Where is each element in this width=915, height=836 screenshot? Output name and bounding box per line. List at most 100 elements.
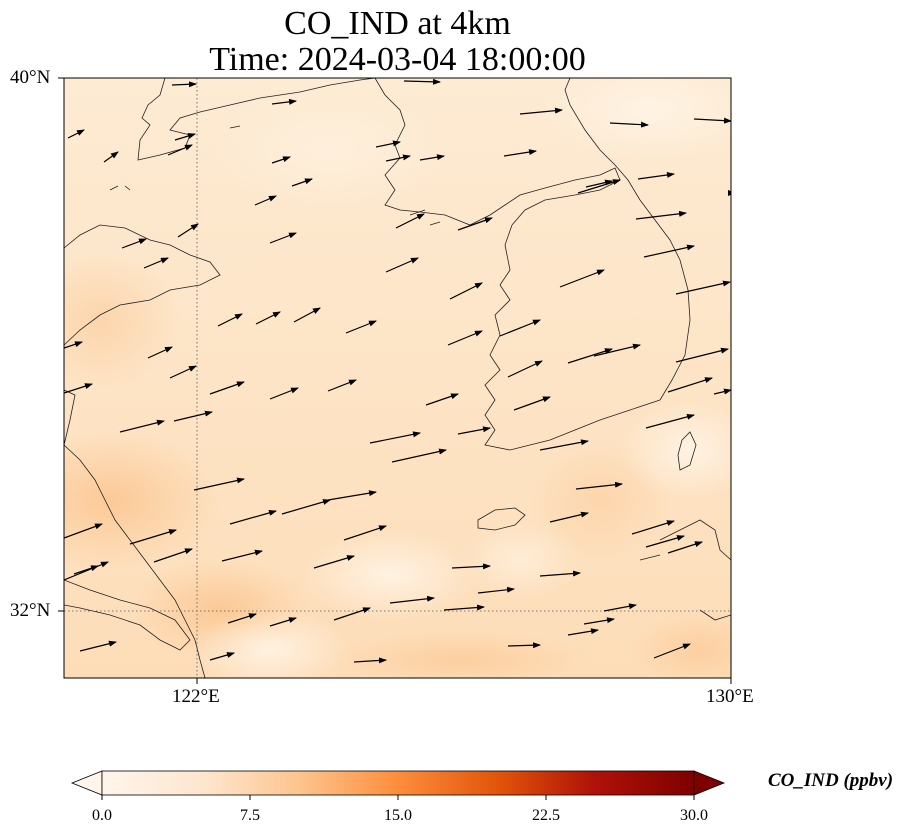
wind-arrow: [513, 396, 551, 411]
wind-arrow: [269, 232, 297, 244]
wind-arrow: [507, 642, 541, 649]
wind-arrow: [293, 307, 321, 323]
wind-arrow: [391, 448, 447, 463]
colorbar-min-extend: [70, 770, 103, 796]
concentration-shading: [64, 78, 731, 678]
coastline-korea-west: [484, 224, 661, 451]
wind-arrow: [477, 586, 515, 594]
wind-arrow: [539, 439, 589, 451]
wind-arrow: [119, 419, 165, 433]
wind-arrow: [403, 78, 441, 85]
wind-arrow: [254, 195, 277, 206]
coastline-liaodong-south: [374, 78, 621, 226]
colorbar-tick-4: 30.0: [680, 807, 708, 824]
wind-arrow: [457, 217, 493, 231]
wind-arrow: [255, 311, 281, 325]
map-title: CO_IND at 4km: [284, 5, 511, 42]
lon-label-130e: 130°E: [706, 686, 754, 707]
wind-arrow: [443, 604, 485, 611]
gridlines: [64, 78, 731, 678]
wind-arrow: [174, 133, 196, 141]
wind-arrow: [73, 565, 99, 575]
wind-arrow: [675, 280, 731, 295]
wind-arrow: [353, 657, 387, 664]
colorbar-label: CO_IND (ppbv): [768, 770, 894, 791]
wind-arrow: [585, 179, 613, 188]
colorbar-tick-3: 22.5: [532, 807, 560, 824]
wind-arrow: [153, 548, 193, 563]
wind-arrow: [291, 178, 313, 187]
wind-arrow: [313, 555, 355, 569]
wind-arrow: [667, 377, 713, 393]
wind-arrow: [67, 129, 85, 139]
wind-arrow: [129, 529, 177, 545]
wind-arrow: [103, 151, 119, 163]
wind-arrow: [64, 561, 109, 581]
wind-arrow: [217, 313, 243, 327]
wind-arrow: [503, 149, 537, 157]
wind-arrow: [395, 213, 425, 229]
wind-arrow: [499, 319, 541, 337]
wind-arrow: [713, 388, 731, 395]
wind-arrow: [603, 603, 637, 612]
wind-arrow: [327, 379, 357, 392]
wind-arrow: [593, 343, 641, 357]
wind-arrow: [281, 499, 331, 515]
wind-arrow: [121, 238, 147, 249]
wind-arrow: [457, 426, 491, 435]
wind-arrow: [64, 341, 83, 349]
wind-arrow: [269, 617, 297, 627]
map-frame: [63, 77, 732, 679]
wind-arrow: [419, 154, 445, 161]
wind-arrow: [369, 431, 421, 444]
wind-arrow: [385, 257, 419, 273]
wind-arrow: [209, 652, 235, 661]
wind-arrow: [567, 628, 599, 636]
wind-arrow: [167, 144, 193, 156]
coastline-korea-east: [614, 164, 691, 401]
wind-arrow: [575, 481, 623, 490]
colorbar: [70, 770, 726, 800]
wind-arrow: [143, 257, 169, 269]
wind-arrow: [173, 410, 213, 422]
coastline-japan: [639, 519, 731, 621]
wind-arrow: [507, 360, 543, 378]
wind-arrow: [583, 617, 615, 625]
map-panel: [64, 78, 731, 678]
coastline-china-east: [64, 389, 206, 678]
colorbar-tick-0: 0.0: [92, 807, 112, 824]
wind-arrow: [345, 320, 377, 334]
colorbar-tick-1: 7.5: [240, 807, 260, 824]
wind-arrow: [635, 210, 687, 220]
wind-arrow: [539, 570, 581, 577]
wind-arrow: [389, 595, 435, 604]
wind-arrow: [171, 81, 197, 88]
wind-arrow: [221, 549, 263, 562]
colorbar-gradient: [101, 770, 695, 796]
wind-arrow: [209, 381, 245, 395]
colorbar-max-extend: [693, 770, 726, 796]
wind-arrow: [385, 154, 411, 162]
wind-arrow: [271, 156, 291, 164]
wind-arrow: [229, 510, 277, 525]
wind-arrow: [667, 541, 703, 554]
wind-arrow: [645, 535, 685, 548]
wind-arrow: [631, 520, 675, 535]
map-subtitle-time: Time: 2024-03-04 18:00:00: [209, 41, 586, 78]
wind-arrow: [227, 613, 257, 624]
wind-arrow: [577, 179, 621, 194]
wind-arrow: [447, 330, 483, 346]
wind-arrow: [327, 490, 377, 501]
coastline-yangtze: [64, 579, 191, 651]
wind-arrow: [343, 525, 387, 541]
wind-arrow: [147, 346, 173, 359]
wind-arrow: [169, 365, 197, 379]
jeju-island: [477, 507, 526, 531]
wind-arrow: [449, 282, 483, 300]
wind-vectors: [64, 78, 731, 664]
wind-arrow: [653, 643, 691, 659]
wind-arrow: [193, 477, 245, 491]
wind-arrow: [64, 383, 93, 394]
wind-arrow: [79, 640, 117, 652]
wind-arrow: [643, 244, 695, 258]
